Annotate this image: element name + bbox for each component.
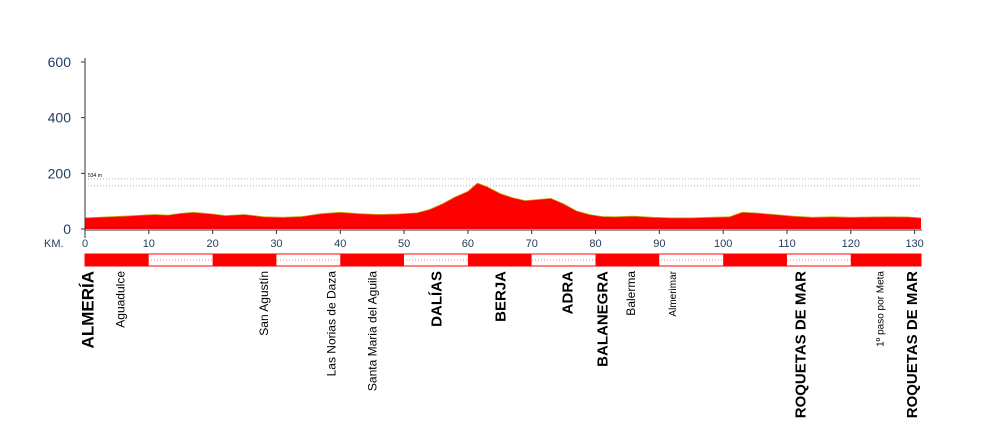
town-label: Santa Maria del Aguila	[366, 271, 380, 391]
town-label: ROQUETAS DE MAR	[904, 271, 921, 418]
x-tick-label: 50	[398, 238, 410, 250]
y-tick-label: 200	[48, 165, 72, 181]
x-tick-label: 130	[905, 238, 923, 250]
x-axis-ticks: 0 10 20 30 40 50 60 70 80 90 100 110 120 130	[82, 230, 924, 250]
max-altitude-label: 534 m	[88, 173, 102, 179]
km-segment-bar	[84, 253, 922, 267]
x-tick-label: 90	[653, 238, 665, 250]
x-tick-label: 40	[334, 238, 346, 250]
x-unit-label: KM.	[44, 238, 64, 250]
town-labels: ALMERÍA Aguadulce San Agustín Las Norias de…	[78, 270, 921, 418]
x-tick-label: 30	[270, 238, 282, 250]
km-segment	[595, 254, 660, 266]
km-segment	[786, 254, 851, 266]
axes	[84, 58, 922, 238]
km-segment	[531, 254, 596, 266]
x-tick-label: 110	[778, 238, 796, 250]
y-axis-ticks: 0 200 400 600	[48, 54, 85, 237]
y-tick-label: 600	[48, 54, 72, 70]
km-segment	[148, 254, 213, 266]
km-segment	[340, 254, 405, 266]
town-label: 1º paso por Meta	[875, 271, 886, 347]
km-segment	[276, 254, 341, 266]
x-tick-label: 0	[82, 238, 88, 250]
town-label: ADRA	[560, 271, 577, 314]
km-segment	[850, 254, 921, 266]
town-label: Las Norias de Daza	[324, 271, 338, 377]
town-label: Aguadulce	[114, 271, 128, 328]
km-segment	[85, 254, 149, 266]
town-label: ALMERÍA	[78, 271, 97, 348]
gridlines	[85, 178, 921, 187]
x-tick-label: 20	[207, 238, 219, 250]
town-label: DALÍAS	[429, 271, 446, 327]
town-label: Almerimar	[668, 270, 679, 316]
x-tick-label: 10	[143, 238, 155, 250]
x-tick-label: 60	[462, 238, 474, 250]
town-label: Balerma	[624, 271, 638, 316]
town-label: San Agustín	[257, 271, 271, 336]
town-label: BALANEGRA	[595, 271, 612, 367]
town-label: BERJA	[493, 271, 510, 322]
elevation-profile-edge	[84, 182, 922, 219]
y-tick-label: 0	[63, 221, 71, 237]
x-tick-label: 100	[714, 238, 732, 250]
km-segment	[404, 254, 468, 266]
x-tick-label: 70	[526, 238, 538, 250]
town-label: ROQUETAS DE MAR	[792, 271, 809, 418]
x-tick-label: 80	[589, 238, 601, 250]
y-tick-label: 400	[48, 110, 72, 126]
km-segment	[723, 254, 787, 266]
x-tick-label: 120	[842, 238, 860, 250]
elevation-profile-area	[85, 183, 921, 229]
